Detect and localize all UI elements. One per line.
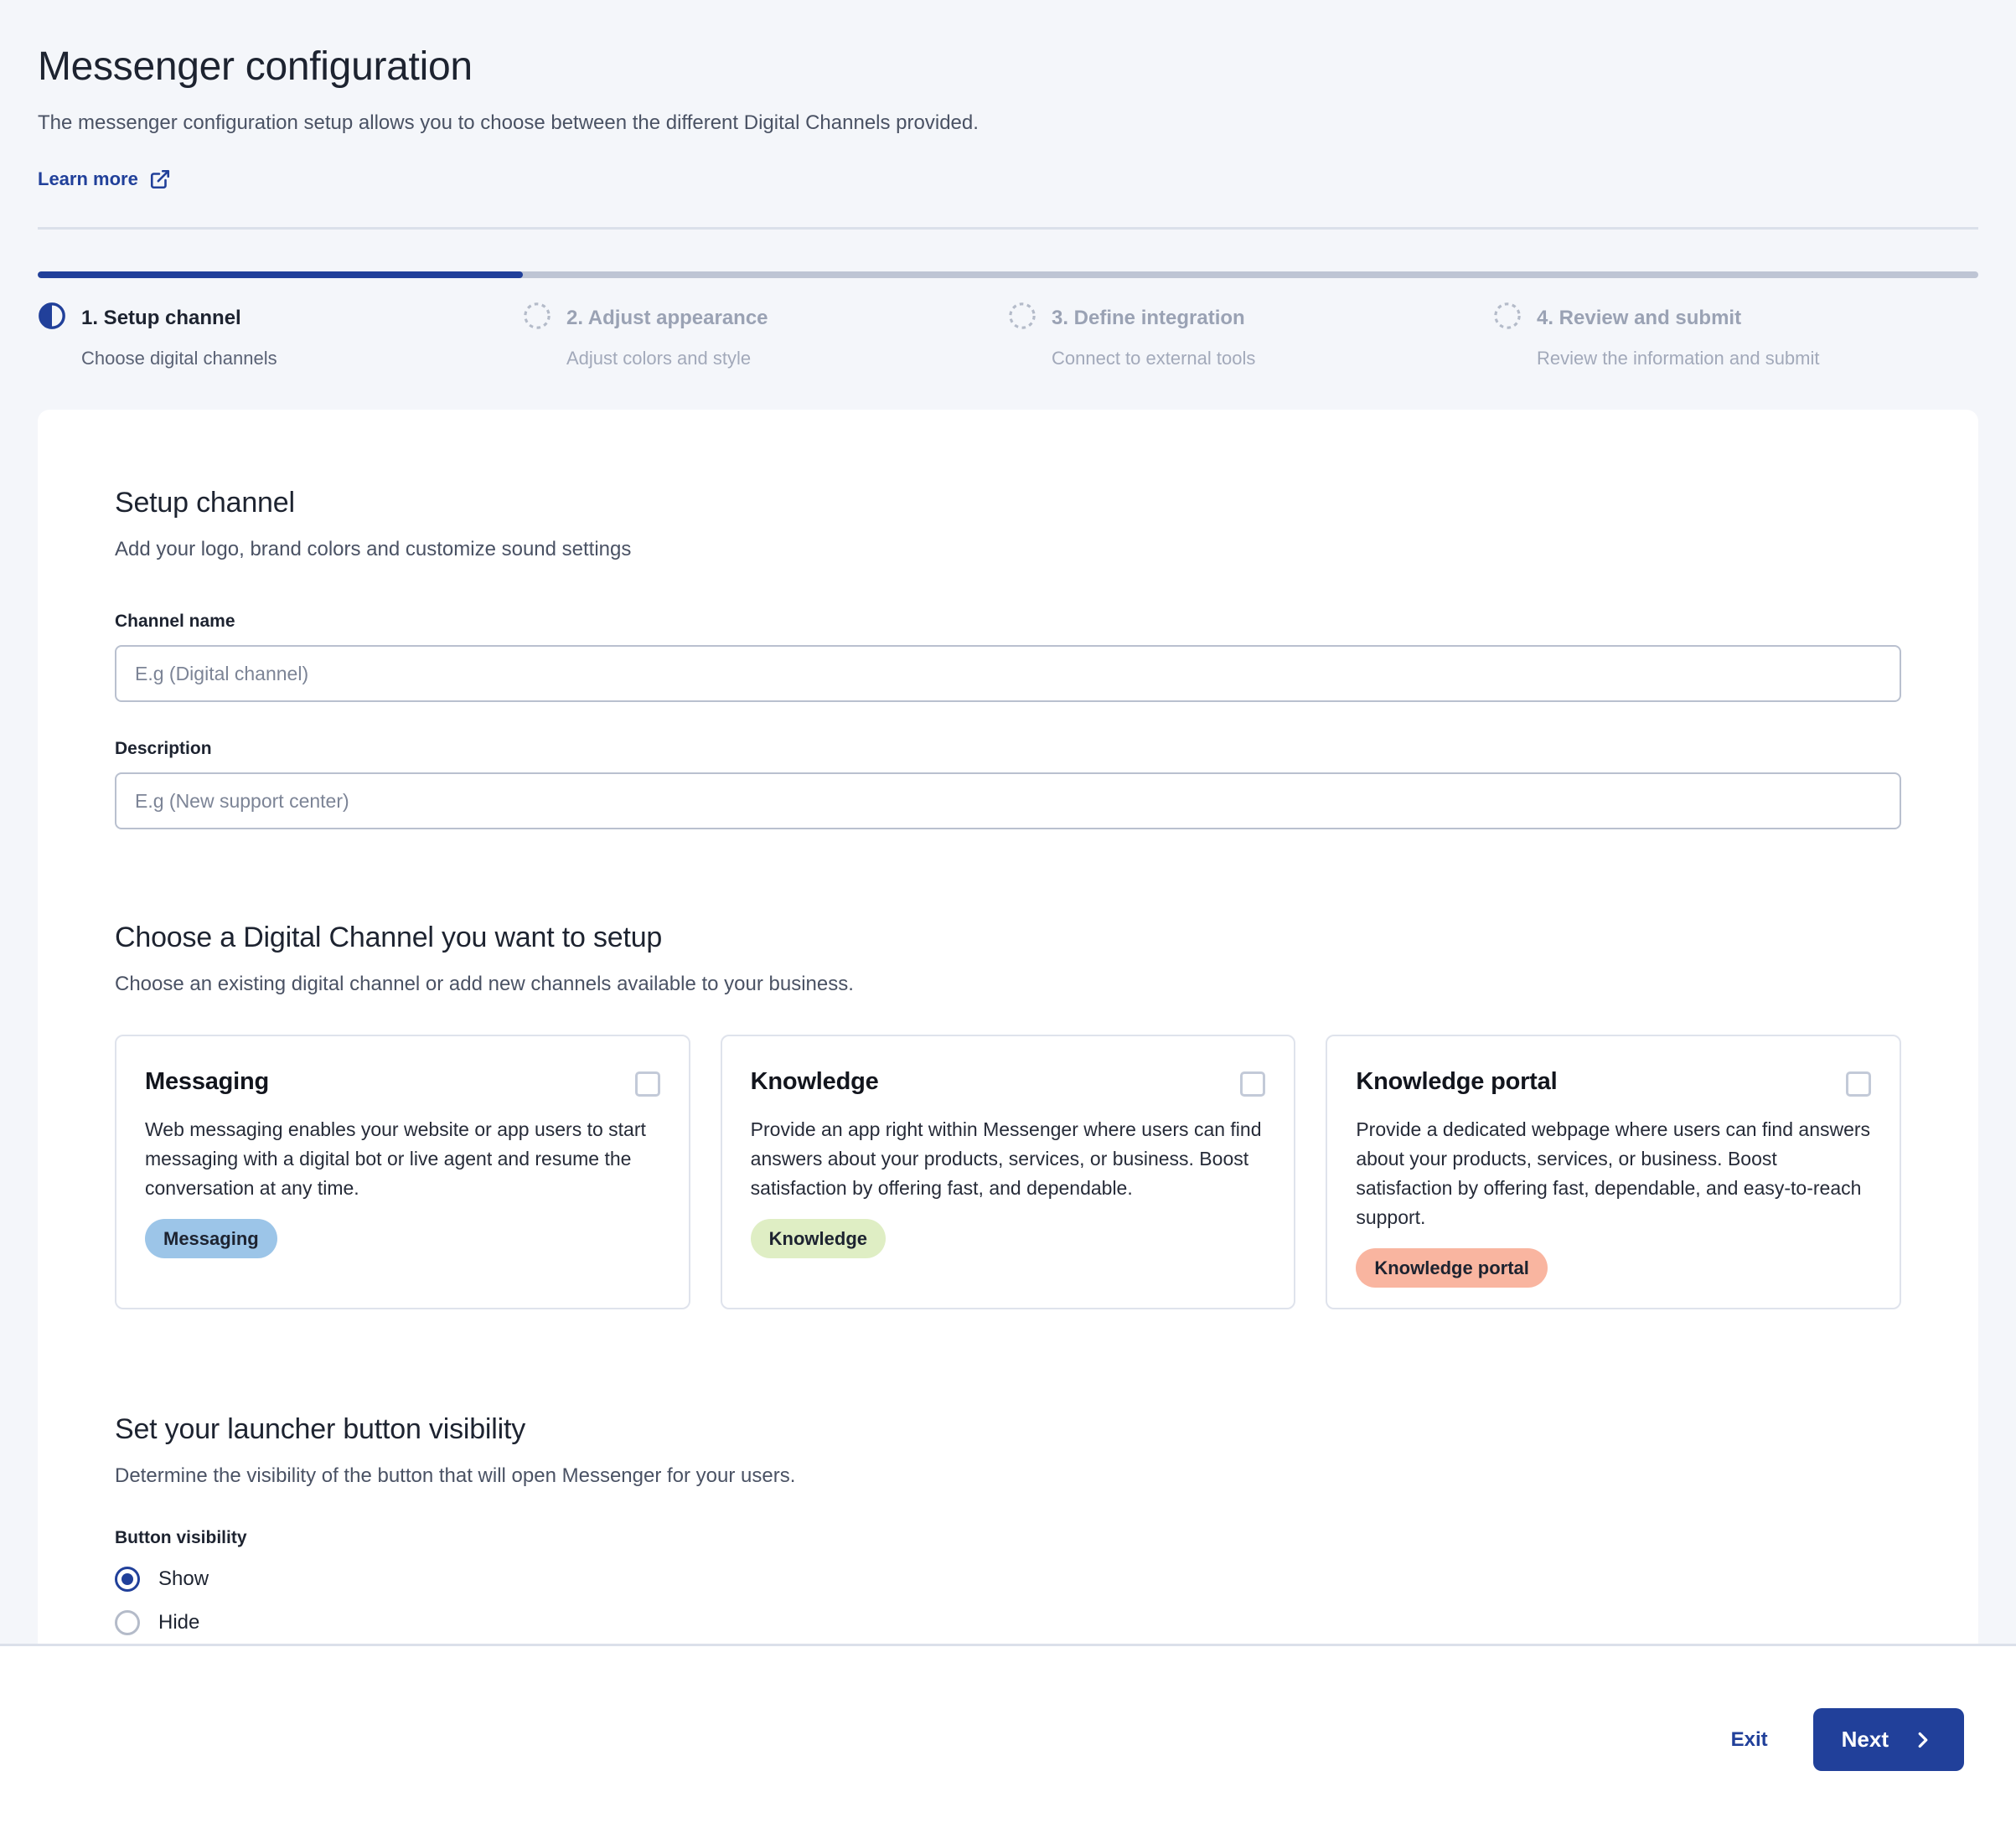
channel-card-title: Messaging — [145, 1068, 270, 1096]
channel-badge-knowledge: Knowledge — [750, 1219, 887, 1259]
channel-card-title: Knowledge portal — [1356, 1068, 1558, 1096]
channel-card-knowledge-portal[interactable]: Knowledge portal Provide a dedicated web… — [1326, 1035, 1902, 1309]
radio-label-show: Show — [158, 1567, 209, 1590]
step-header: 1. Setup channel — [38, 302, 498, 334]
next-button-label: Next — [1841, 1727, 1889, 1752]
step-description: Review the information and submit — [1537, 348, 1820, 369]
dashed-circle-icon — [1008, 302, 1036, 334]
channel-card-list: Messaging Web messaging enables your web… — [115, 1035, 1902, 1309]
channel-card-header: Messaging — [145, 1068, 660, 1097]
channel-card-messaging[interactable]: Messaging Web messaging enables your web… — [115, 1035, 690, 1309]
exit-button[interactable]: Exit — [1726, 1720, 1773, 1760]
page-title: Messenger configuration — [38, 44, 473, 89]
chevron-right-icon — [1910, 1727, 1936, 1753]
dashed-circle-icon — [523, 302, 551, 334]
channel-card-header: Knowledge — [751, 1068, 1266, 1097]
description-label: Description — [115, 739, 212, 759]
step-header: 2. Adjust appearance — [523, 302, 983, 334]
external-link-icon — [149, 168, 171, 190]
progress-track — [38, 271, 1978, 279]
description-field: Description — [115, 739, 1901, 830]
next-button[interactable]: Next — [1812, 1708, 1964, 1771]
channel-card-title: Knowledge — [750, 1068, 879, 1096]
learn-more-label: Learn more — [38, 168, 138, 190]
channel-card-description: Provide a dedicated webpage where users … — [1356, 1118, 1871, 1229]
setup-section-subtitle: Add your logo, brand colors and customiz… — [115, 538, 632, 561]
channel-card-header: Knowledge portal — [1356, 1068, 1872, 1097]
radio-icon-hide[interactable] — [115, 1610, 140, 1635]
launcher-visibility-section: Set your launcher button visibility Dete… — [115, 1413, 1901, 1679]
step-list: 1. Setup channel Choose digital channels… — [38, 302, 1978, 369]
step-header: 4. Review and submit — [1493, 302, 1953, 334]
channel-card-description: Web messaging enables your website or ap… — [145, 1118, 646, 1200]
channel-checkbox-knowledge[interactable] — [1240, 1071, 1266, 1097]
step-item-review-and-submit[interactable]: 4. Review and submit Review the informat… — [1493, 302, 1978, 369]
channel-checkbox-messaging[interactable] — [634, 1071, 660, 1097]
setup-channel-card: Setup channel Add your logo, brand color… — [38, 410, 1978, 1737]
launcher-section-title: Set your launcher button visibility — [115, 1413, 526, 1445]
radio-label-hide: Hide — [158, 1611, 200, 1634]
description-input[interactable] — [115, 772, 1901, 830]
channel-name-field: Channel name — [115, 612, 1901, 703]
radio-icon-show[interactable] — [115, 1567, 140, 1592]
channel-card-knowledge[interactable]: Knowledge Provide an app right within Me… — [720, 1035, 1296, 1309]
step-label: 4. Review and submit — [1537, 306, 1742, 329]
channel-badge-knowledge-portal: Knowledge portal — [1356, 1248, 1548, 1288]
header-divider — [38, 227, 1978, 230]
learn-more-link[interactable]: Learn more — [38, 168, 171, 190]
step-description: Connect to external tools — [1052, 348, 1256, 369]
channels-section-subtitle: Choose an existing digital channel or ad… — [115, 973, 854, 996]
step-item-setup-channel[interactable]: 1. Setup channel Choose digital channels — [38, 302, 523, 369]
step-item-define-integration[interactable]: 3. Define integration Connect to externa… — [1008, 302, 1493, 369]
launcher-section-subtitle: Determine the visibility of the button t… — [115, 1464, 796, 1487]
digital-channels-section: Choose a Digital Channel you want to set… — [115, 922, 1902, 1309]
radio-option-hide[interactable]: Hide — [115, 1610, 1901, 1635]
setup-section-title: Setup channel — [115, 487, 295, 519]
channel-name-input[interactable] — [115, 645, 1901, 703]
channels-section-title: Choose a Digital Channel you want to set… — [115, 922, 663, 954]
page-subtitle: The messenger configuration setup allows… — [38, 111, 979, 135]
channel-badge-wrap: Knowledge — [750, 1219, 1266, 1259]
progress-fill — [38, 271, 523, 279]
channel-card-description: Provide an app right within Messenger wh… — [750, 1118, 1262, 1200]
channel-checkbox-knowledge-portal[interactable] — [1846, 1071, 1872, 1097]
channel-badge-wrap: Messaging — [145, 1219, 660, 1259]
step-label: 3. Define integration — [1052, 306, 1245, 329]
step-description: Adjust colors and style — [566, 348, 752, 369]
step-label: 2. Adjust appearance — [566, 306, 768, 329]
channel-badge-messaging: Messaging — [145, 1219, 277, 1259]
half-filled-circle-icon — [38, 302, 66, 334]
wizard-footer: Exit Next — [0, 1644, 2016, 1833]
wizard-stepper: 1. Setup channel Choose digital channels… — [38, 271, 1978, 369]
dashed-circle-icon — [1493, 302, 1522, 334]
button-visibility-group-label: Button visibility — [115, 1528, 247, 1547]
step-label: 1. Setup channel — [81, 306, 241, 329]
page-header: Messenger configuration The messenger co… — [0, 0, 2016, 190]
channel-badge-wrap: Knowledge portal — [1356, 1248, 1871, 1288]
step-description: Choose digital channels — [81, 348, 277, 369]
channel-name-label: Channel name — [115, 612, 235, 632]
step-item-adjust-appearance[interactable]: 2. Adjust appearance Adjust colors and s… — [523, 302, 1008, 369]
setup-fields: Channel name Description — [115, 612, 1901, 830]
radio-option-show[interactable]: Show — [115, 1567, 1901, 1592]
step-header: 3. Define integration — [1008, 302, 1468, 334]
